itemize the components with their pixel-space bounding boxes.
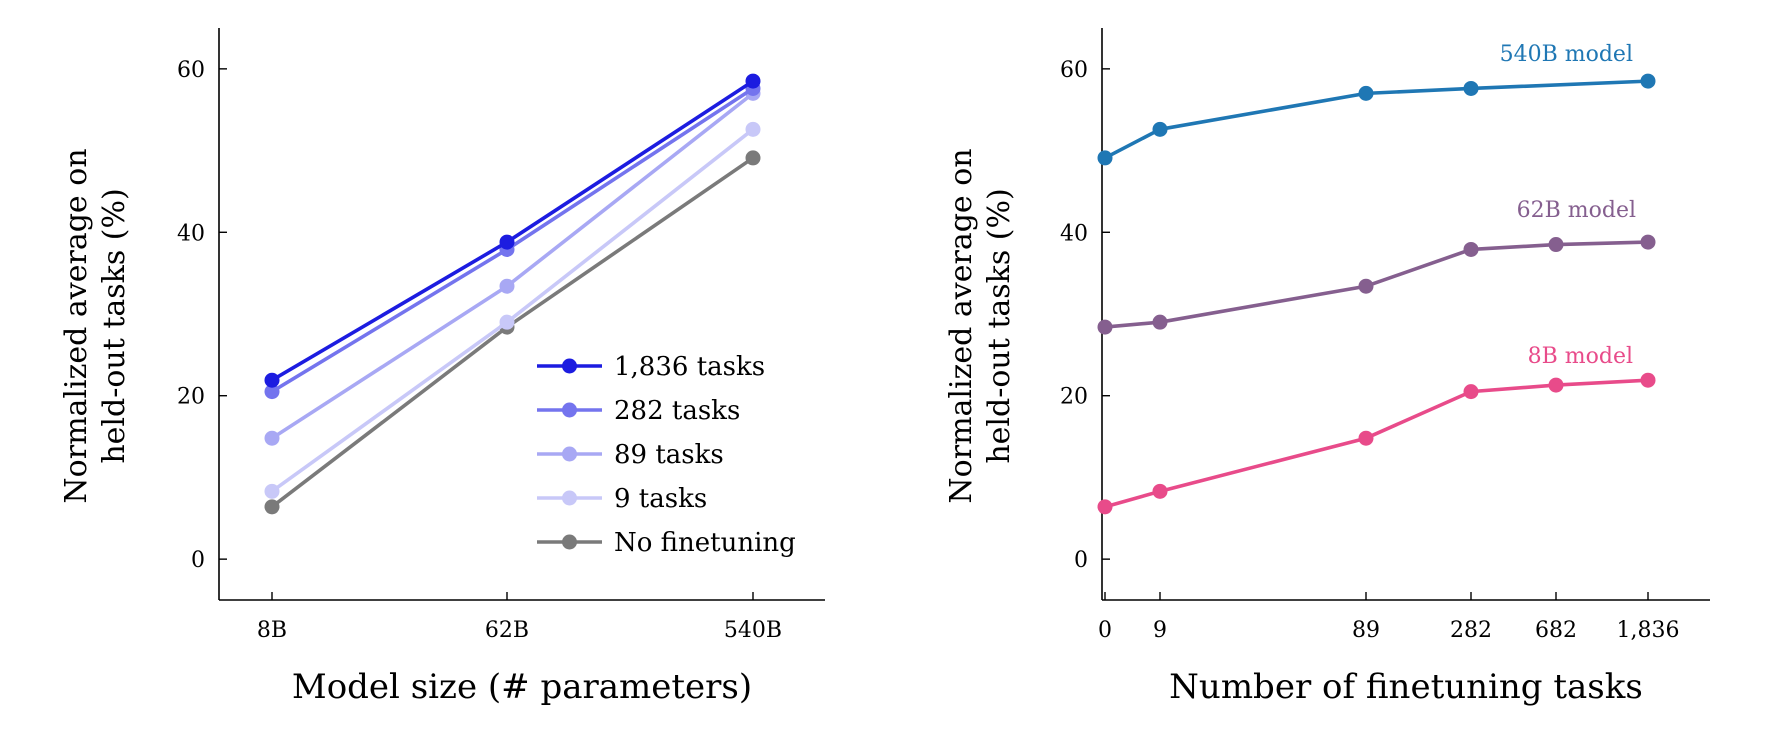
right-data-point (1640, 73, 1656, 89)
legend-swatch-marker (562, 402, 577, 418)
left-panel: 0 20 40 60 8B 62B 540B Model size (# parameters… (59, 28, 825, 707)
left-data-point (264, 430, 280, 446)
left-data-point (264, 499, 280, 515)
right-series-label: 8B model (1528, 344, 1633, 369)
right-x-tick-label: 0 (1098, 618, 1112, 643)
left-data-point (499, 314, 515, 330)
legend-entry-label: 282 tasks (614, 396, 740, 426)
left-data-point (745, 73, 761, 89)
right-data-point (1152, 121, 1168, 137)
right-y-axis-label: Normalized average on held-out tasks (%) (944, 148, 1017, 503)
left-x-tick-label: 8B (257, 618, 287, 643)
left-y-tick-label: 0 (191, 548, 205, 573)
right-x-tick-label: 89 (1352, 618, 1380, 643)
legend-entry-label: 9 tasks (614, 484, 707, 514)
right-y-axis-label-line: held-out tasks (%) (982, 188, 1017, 463)
left-x-axis-label: Model size (# parameters) (292, 667, 752, 707)
left-series-line (270, 127, 755, 493)
right-panel: 0 20 40 60 0 9 89 282 682 1,836 Number of finetuni… (944, 28, 1710, 707)
left-x-tick-label: 62B (485, 618, 529, 643)
right-x-tick-label: 682 (1535, 618, 1577, 643)
right-y-tick-label: 0 (1074, 548, 1088, 573)
right-data-point (1097, 319, 1113, 335)
right-x-tick-label: 282 (1450, 618, 1492, 643)
legend-swatch-marker (562, 446, 577, 462)
left-data-point (499, 234, 515, 250)
right-data-point (1358, 430, 1374, 446)
right-y-tick-label: 40 (1060, 221, 1088, 246)
right-data-point (1463, 241, 1479, 257)
left-series-line (271, 91, 755, 440)
right-series-label: 62B model (1517, 198, 1636, 223)
left-y-axis-label-line: held-out tasks (%) (97, 188, 132, 463)
right-data-point (1097, 150, 1113, 166)
left-data-point (745, 150, 761, 166)
right-data-point (1640, 372, 1656, 388)
left-y-tick-label: 40 (177, 221, 205, 246)
right-data-point (1358, 278, 1374, 294)
left-data-point (745, 121, 761, 137)
left-series-line (271, 79, 754, 382)
left-y-tick-label: 20 (177, 385, 205, 410)
left-x-tick-label: 540B (724, 618, 782, 643)
left-data-point (264, 483, 280, 499)
left-data-point (264, 372, 280, 388)
legend-entry-label: 89 tasks (614, 440, 724, 470)
left-data-point (264, 384, 280, 400)
left-y-tick-label: 60 (177, 58, 205, 83)
legend-entry-label: No finetuning (614, 528, 796, 558)
right-series-label: 540B model (1500, 42, 1633, 67)
left-y-axis-label-line: Normalized average on (59, 148, 94, 503)
left-data-point (499, 278, 515, 294)
right-data-point (1097, 499, 1113, 515)
right-series-line (1104, 240, 1649, 329)
right-x-axis-label: Number of finetuning tasks (1169, 667, 1643, 707)
right-y-tick-label: 20 (1060, 385, 1088, 410)
right-data-point (1463, 384, 1479, 400)
right-data-point (1358, 85, 1374, 101)
right-data-point (1152, 314, 1168, 330)
left-legend: 1,836 tasks 282 tasks 89 tasks 9 tasks No fi… (537, 352, 796, 558)
legend-entry-label: 1,836 tasks (614, 352, 765, 382)
legend-swatch-marker (562, 358, 577, 374)
right-series-line (1104, 378, 1649, 509)
legend-swatch-marker (562, 490, 577, 506)
right-series-line (1104, 79, 1649, 160)
right-y-axis-label-line: Normalized average on (944, 148, 979, 503)
right-data-point (1463, 80, 1479, 96)
right-x-tick-label: 1,836 (1617, 618, 1680, 643)
legend-swatch-marker (562, 534, 577, 550)
right-data-point (1548, 237, 1564, 253)
right-data-point (1548, 377, 1564, 393)
right-data-point (1152, 483, 1168, 499)
left-y-axis-label: Normalized average on held-out tasks (%) (59, 148, 132, 503)
right-data-point (1640, 234, 1656, 250)
right-y-tick-label: 60 (1060, 58, 1088, 83)
right-x-tick-label: 9 (1153, 618, 1167, 643)
